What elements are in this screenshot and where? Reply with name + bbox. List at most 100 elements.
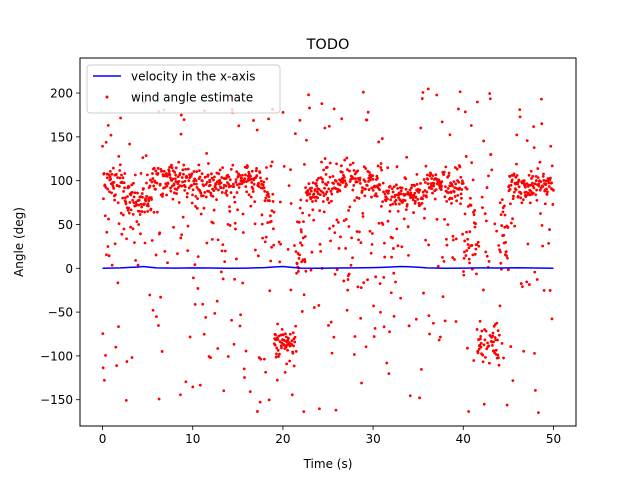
wind-angle-point (527, 283, 531, 286)
wind-angle-point (422, 291, 425, 295)
wind-angle-point (302, 162, 306, 166)
wind-angle-point (342, 175, 346, 179)
wind-angle-point (223, 260, 227, 264)
wind-angle-point (475, 328, 479, 331)
wind-angle-point (269, 220, 273, 223)
y-axis-label: Angle (deg) (12, 207, 26, 277)
wind-angle-point (252, 119, 255, 122)
wind-angle-point (256, 410, 259, 413)
wind-angle-point (186, 224, 190, 228)
wind-angle-point (347, 209, 351, 212)
wind-angle-point (497, 333, 501, 337)
wind-angle-point (186, 167, 190, 171)
wind-angle-point (550, 317, 554, 321)
wind-angle-point (347, 272, 351, 276)
wind-angle-point (522, 179, 526, 183)
wind-angle-point (117, 325, 120, 329)
wind-angle-point (128, 142, 132, 146)
x-tick-label: 10 (185, 432, 200, 446)
wind-angle-point (195, 182, 198, 186)
wind-angle-point (374, 192, 378, 196)
wind-angle-point (137, 203, 141, 207)
wind-angle-point (472, 359, 476, 362)
wind-angle-point (453, 195, 457, 198)
wind-angle-point (379, 166, 383, 169)
wind-angle-point (335, 268, 339, 272)
wind-angle-point (540, 122, 544, 126)
wind-angle-point (493, 222, 497, 226)
wind-angle-point (305, 199, 309, 203)
wind-angle-point (382, 190, 385, 194)
wind-angle-point (492, 340, 495, 344)
wind-angle-point (351, 256, 354, 260)
wind-angle-point (496, 338, 499, 342)
wind-angle-point (376, 176, 379, 180)
wind-angle-point (312, 218, 316, 222)
wind-angle-point (123, 172, 127, 175)
wind-angle-point (239, 313, 243, 317)
wind-angle-point (347, 225, 351, 228)
wind-angle-point (519, 282, 523, 285)
wind-angle-point (420, 97, 424, 100)
wind-angle-point (547, 185, 551, 188)
wind-angle-point (502, 233, 506, 237)
wind-angle-point (177, 180, 181, 183)
wind-angle-point (137, 198, 141, 202)
wind-angle-point (386, 166, 390, 170)
wind-angle-point (267, 195, 271, 199)
x-axis-label: Time (s) (303, 457, 353, 471)
wind-angle-point (339, 164, 343, 168)
wind-angle-point (270, 245, 273, 249)
wind-angle-point (536, 176, 540, 180)
wind-angle-point (361, 212, 365, 215)
wind-angle-point (180, 176, 184, 179)
wind-angle-point (426, 87, 430, 91)
wind-angle-point (459, 202, 462, 206)
wind-angle-point (194, 179, 198, 182)
wind-angle-point (251, 187, 255, 191)
wind-angle-point (394, 202, 398, 206)
wind-angle-point (488, 97, 492, 101)
wind-angle-point (370, 186, 374, 190)
wind-angle-point (258, 171, 262, 175)
wind-angle-point (528, 201, 532, 205)
wind-angle-point (259, 176, 262, 180)
wind-angle-point (390, 195, 394, 199)
wind-angle-point (155, 181, 159, 185)
wind-angle-point (169, 189, 173, 193)
wind-angle-point (294, 324, 298, 328)
wind-angle-point (182, 163, 186, 167)
wind-angle-point (423, 216, 426, 220)
wind-angle-point (176, 186, 180, 189)
wind-angle-point (342, 219, 346, 223)
wind-angle-point (182, 118, 186, 122)
wind-angle-scatter (101, 87, 555, 415)
wind-angle-point (121, 196, 125, 200)
wind-angle-point (513, 224, 517, 228)
wind-angle-point (460, 188, 464, 191)
wind-angle-point (175, 188, 179, 191)
wind-angle-point (415, 182, 419, 186)
wind-angle-point (253, 200, 257, 204)
wind-angle-point (246, 165, 249, 169)
wind-angle-point (479, 341, 483, 345)
wind-angle-point (275, 378, 279, 382)
wind-angle-point (212, 178, 215, 182)
wind-angle-point (249, 195, 253, 199)
wind-angle-point (150, 180, 154, 184)
wind-angle-point (178, 184, 182, 188)
wind-angle-point (329, 320, 333, 324)
wind-angle-point (486, 341, 489, 345)
wind-angle-point (237, 186, 241, 189)
wind-angle-point (292, 344, 295, 348)
legend-marker-swatch (105, 95, 109, 99)
wind-angle-point (321, 177, 324, 181)
wind-angle-point (466, 237, 470, 241)
wind-angle-point (518, 115, 522, 119)
wind-angle-point (158, 231, 162, 235)
wind-angle-point (370, 195, 373, 199)
wind-angle-point (219, 270, 223, 274)
wind-angle-point (483, 338, 487, 342)
wind-angle-point (112, 186, 116, 190)
wind-angle-point (310, 250, 314, 254)
